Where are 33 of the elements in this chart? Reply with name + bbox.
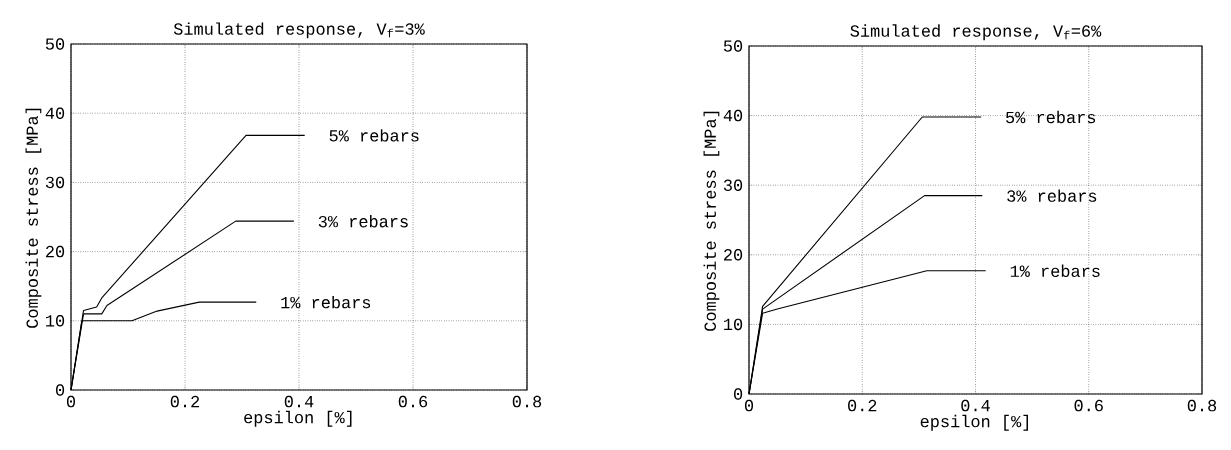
y-tick-label: 10	[46, 315, 65, 327]
x-tick-label: 0.6	[1074, 399, 1103, 412]
y-tick-label: 10	[724, 318, 743, 331]
x-tick-label: 0.8	[1187, 399, 1217, 412]
x-tick-label: 0.4	[961, 399, 990, 412]
y-tick-label: 20	[46, 245, 65, 258]
chart-title: Simulated response, V$_{f}$=6%	[850, 24, 1102, 41]
y-tick-label: 50	[45, 38, 65, 50]
x-tick-label: 0.8	[512, 395, 542, 408]
y-tick-label: 30	[723, 179, 743, 191]
chart-title: Simulated response, V$_{f}$=3%	[173, 22, 425, 39]
y-tick-label: 30	[45, 176, 65, 189]
series-label: 3% rebars	[1007, 189, 1097, 202]
y-axis-title: Composite stress [MPa]	[703, 111, 720, 331]
y-tick-label: 40	[45, 107, 65, 119]
series-label: 5% rebars	[329, 129, 419, 142]
x-tick-label: 0	[744, 399, 754, 412]
series-label: 5% rebars	[1006, 110, 1096, 124]
x-tick-label: 0.2	[170, 395, 200, 408]
series-label: 1% rebars	[281, 295, 371, 309]
series-label: 3% rebars	[318, 214, 408, 228]
x-axis-title: epsilon [%]	[244, 410, 352, 427]
y-tick-label: 50	[723, 40, 743, 52]
y-tick-label: 0	[56, 384, 65, 396]
y-tick-label: 40	[723, 109, 743, 122]
x-tick-label: 0.2	[848, 399, 877, 412]
y-tick-label: 20	[724, 249, 743, 261]
x-tick-label: 0.6	[398, 395, 428, 408]
x-axis-title: epsilon [%]	[920, 414, 1028, 431]
series-label: 1% rebars	[1010, 264, 1100, 278]
y-axis-title: Composite stress [MPa]	[25, 108, 42, 328]
x-tick-label: 0	[66, 395, 76, 408]
x-tick-label: 0.4	[284, 395, 314, 408]
